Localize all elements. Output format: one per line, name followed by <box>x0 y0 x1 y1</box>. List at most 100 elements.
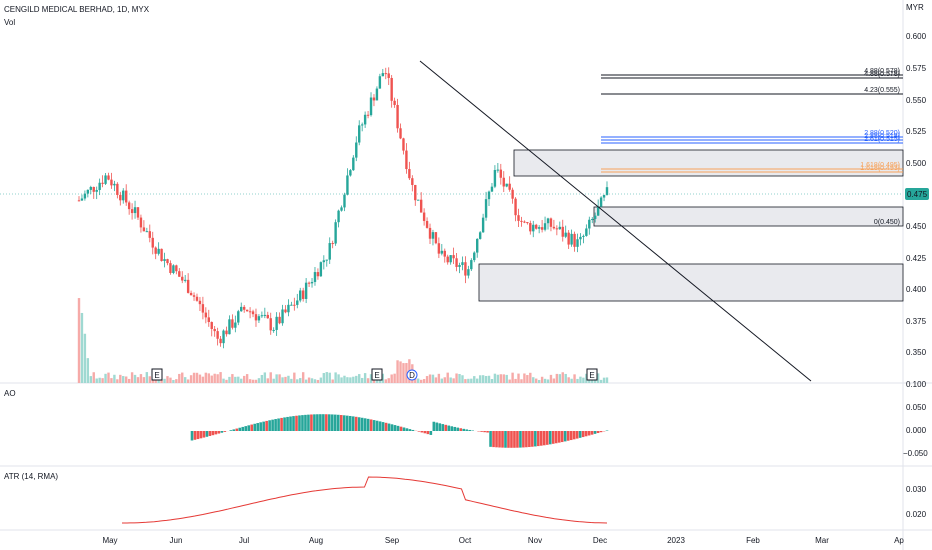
candle-body <box>322 260 326 263</box>
earnings-marker[interactable] <box>371 368 383 381</box>
volume-bar <box>130 372 134 383</box>
volume-bar <box>358 374 361 383</box>
ao-bar <box>202 431 206 438</box>
candle-body <box>543 223 547 230</box>
candle-body <box>334 222 337 244</box>
candle-body <box>287 304 290 313</box>
volume-bar <box>228 376 231 383</box>
candle-body <box>133 207 137 214</box>
volume-bar <box>266 378 269 383</box>
volume-bar <box>237 376 240 383</box>
ao-bar <box>507 431 510 448</box>
base-zone[interactable] <box>593 206 904 227</box>
volume-bar <box>520 379 523 383</box>
candle-body <box>122 190 125 201</box>
ao-bar <box>313 414 316 431</box>
candle-body <box>254 314 258 321</box>
ao-bar <box>480 431 483 432</box>
earnings-marker[interactable] <box>586 368 598 381</box>
ao-bar <box>456 427 460 431</box>
ao-bar <box>593 431 597 434</box>
candle-body <box>381 73 385 77</box>
candle-body <box>175 265 178 272</box>
candle-body <box>428 227 432 239</box>
volume-bar <box>296 379 299 383</box>
volume-bar <box>570 378 573 383</box>
volume-bar <box>464 379 467 383</box>
time-axis[interactable]: May Jun Jul Aug Sep Oct Nov Dec 2023 Feb Mar Ap <box>102 536 904 545</box>
volume-bar <box>434 377 438 383</box>
ao-bar <box>319 414 322 431</box>
ao-bar <box>336 414 340 431</box>
candle-body <box>499 169 503 178</box>
ao-bar <box>554 431 558 444</box>
zone-layer[interactable] <box>478 149 904 302</box>
candle-body <box>186 279 190 293</box>
volume-bar <box>582 377 585 383</box>
candle-body <box>393 100 396 105</box>
earnings-marker[interactable] <box>151 368 163 381</box>
ao-bar <box>345 415 349 431</box>
candle-body <box>558 226 562 230</box>
candle-body <box>331 243 334 245</box>
fib-level-label: 4.88(0.578) <box>864 71 900 78</box>
ao-bar <box>268 420 271 431</box>
price-tick-label: 0.575 <box>906 64 927 73</box>
volume-bar <box>573 374 576 383</box>
candle-body <box>387 73 390 78</box>
candle-body <box>207 317 210 323</box>
ao-bar <box>545 431 549 445</box>
volume-bar <box>316 379 320 383</box>
candle-body <box>405 150 408 170</box>
volume-bar <box>349 377 352 383</box>
volume-bar <box>402 363 405 383</box>
event-marker-label: D <box>409 371 415 380</box>
candle-body <box>425 220 429 228</box>
candle-body <box>166 259 169 264</box>
candle-body <box>396 104 399 129</box>
candle-body <box>602 194 606 198</box>
price-tick-label: 0.100 <box>906 380 927 389</box>
candle-body <box>319 262 323 277</box>
candle-body <box>411 178 414 185</box>
volume-bar <box>340 377 343 383</box>
fib-extension[interactable]: 4.88(0.578)4.88(0.578)4.23(0.555)2.88(0.… <box>601 68 903 226</box>
volume-bar <box>307 377 311 383</box>
ao-bar <box>265 420 268 431</box>
trend-line[interactable] <box>419 60 812 382</box>
volume-bar <box>299 378 302 383</box>
volume-bar <box>555 373 559 383</box>
volume-bar <box>558 374 562 383</box>
candle-body <box>476 238 479 253</box>
volume-bar <box>77 298 81 383</box>
price-axis[interactable]: 0.600 0.575 0.550 0.525 0.500 0.450 0.425 0.400… <box>906 32 927 389</box>
ao-bar <box>375 420 379 431</box>
candle-body <box>260 315 264 317</box>
candle-body <box>511 189 514 199</box>
volume-bar <box>290 378 293 383</box>
price-tick-label: 0.600 <box>906 32 927 41</box>
ao-bar <box>363 418 367 431</box>
volume-bar <box>133 374 137 383</box>
dividend-marker[interactable] <box>406 369 418 381</box>
volume-bar <box>254 379 258 383</box>
volume-bar <box>310 378 314 383</box>
volume-bar <box>281 377 284 383</box>
volume-bar <box>216 374 219 383</box>
candle-body <box>358 125 361 143</box>
candle-body <box>520 220 523 222</box>
volume-bar <box>119 374 122 383</box>
ao-label: AO <box>4 389 16 398</box>
candle-body <box>172 265 175 273</box>
candle-body <box>564 232 567 237</box>
candle-body <box>98 182 101 190</box>
ao-bar <box>369 419 373 431</box>
volume-bar <box>567 377 570 383</box>
volume-bar <box>470 378 473 383</box>
candle-body <box>390 77 393 101</box>
candle-body <box>408 169 411 179</box>
ao-bar <box>471 430 474 431</box>
event-marker-label: E <box>374 371 379 380</box>
volume-bar <box>284 376 287 383</box>
